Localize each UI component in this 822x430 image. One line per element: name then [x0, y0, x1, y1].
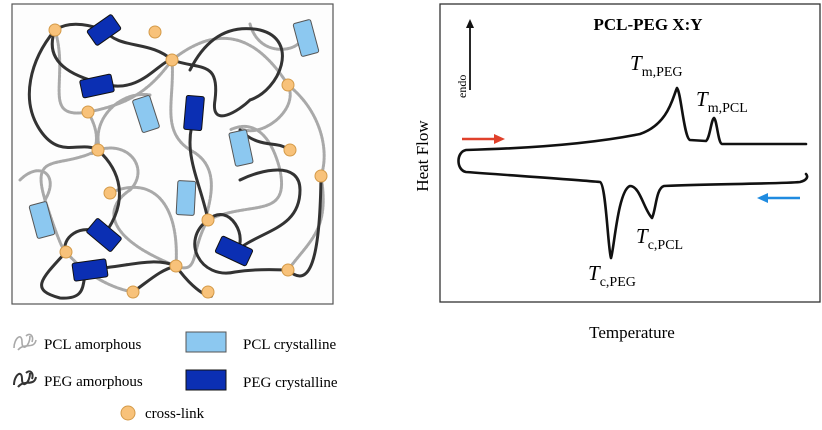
cooling-arrow: [757, 193, 800, 203]
peg-crystal-5: [71, 258, 109, 282]
pcl-crystal-4: [175, 180, 197, 216]
pcl-crystal-1: [292, 19, 320, 57]
dsc-curve: [457, 86, 809, 260]
cross-link-node: [201, 285, 215, 299]
dsc-plot: PCL-PEG X:Y endo Tm,PEG Tm,PCL Tc,PCL: [439, 3, 821, 303]
y-axis-label: Heat Flow: [413, 120, 432, 192]
cross-link-node: [201, 213, 215, 227]
dsc-title: PCL-PEG X:Y: [593, 15, 702, 34]
tc-peg-symbol: T: [588, 261, 601, 285]
peg-crystal-1: [86, 14, 122, 46]
cross-link-node: [103, 186, 117, 200]
peg-crystal-4: [86, 218, 122, 252]
tc-peg-label: Tc,PEG: [588, 261, 636, 290]
pcl-crystalline-swatch: [185, 331, 227, 353]
peg-crystalline-swatch: [185, 369, 227, 391]
pcl-crystal-5: [28, 201, 56, 239]
peg-amorphous-swatch: [13, 370, 37, 388]
cross-link-node: [283, 143, 297, 157]
cross-links: [48, 23, 328, 299]
tc-pcl-label: Tc,PCL: [636, 224, 683, 253]
cross-link-node: [148, 25, 162, 39]
cross-link-node: [281, 78, 295, 92]
tc-pcl-symbol: T: [636, 224, 649, 248]
peg-crystalline-blocks: [71, 14, 254, 282]
peg-amorphous-label: PEG amorphous: [44, 374, 143, 390]
pcl-crystalline-blocks: [28, 19, 320, 239]
tm-pcl-symbol: T: [696, 87, 709, 111]
endo-label: endo: [455, 75, 469, 98]
tc-pcl-subscript: c,PCL: [648, 238, 683, 253]
pcl-crystal-2: [132, 95, 160, 133]
cross-link-node: [126, 285, 140, 299]
pcl-amorphous-label: PCL amorphous: [44, 337, 142, 353]
tc-peg-subscript: c,PEG: [600, 275, 636, 290]
cross-link-label: cross-link: [145, 406, 205, 422]
pcl-crystal-3: [228, 129, 254, 167]
cross-link-swatch: [120, 405, 136, 421]
cross-link-node: [165, 53, 179, 67]
cross-link-node: [169, 259, 183, 273]
legend: PCL amorphous PEG amorphous PCL crystall…: [13, 331, 338, 422]
cross-link-node: [281, 263, 295, 277]
pcl-amorphous-swatch: [13, 333, 37, 351]
peg-crystal-2: [79, 73, 115, 99]
peg-crystal-3: [183, 94, 205, 132]
cross-link-node: [59, 245, 73, 259]
heating-arrow: [462, 134, 505, 144]
cross-link-node: [91, 143, 105, 157]
cross-link-node: [48, 23, 62, 37]
peg-crystal-6: [214, 235, 254, 267]
cross-link-node: [314, 169, 328, 183]
tm-peg-label: Tm,PEG: [630, 51, 683, 80]
tm-peg-subscript: m,PEG: [642, 65, 683, 80]
dsc-frame: [439, 3, 821, 303]
tm-pcl-label: Tm,PCL: [696, 87, 748, 116]
tm-pcl-subscript: m,PCL: [708, 101, 748, 116]
pcl-amorphous-chains: [18, 22, 326, 294]
network-diagram: [11, 3, 334, 305]
endo-arrow: [466, 19, 474, 90]
pcl-crystalline-label: PCL crystalline: [243, 337, 337, 353]
peg-crystalline-label: PEG crystalline: [243, 375, 338, 391]
cross-link-node: [81, 105, 95, 119]
x-axis-label: Temperature: [589, 323, 675, 342]
tm-peg-symbol: T: [630, 51, 643, 75]
